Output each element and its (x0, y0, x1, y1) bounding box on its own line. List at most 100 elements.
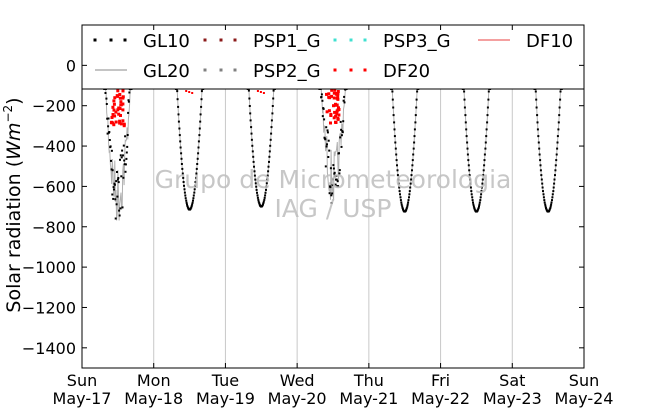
gl10-point (197, 152, 200, 155)
gl10-point (324, 165, 327, 168)
gl10-point (541, 182, 544, 185)
gl10-point (268, 160, 270, 163)
gl10-point (255, 185, 258, 188)
gl10-point (113, 183, 116, 186)
gl10-point (265, 188, 267, 191)
gl10-point (122, 176, 125, 179)
gl10-point (251, 144, 254, 147)
gl10-point (250, 132, 253, 135)
gl10-point (396, 174, 399, 177)
gl10-point (482, 174, 485, 177)
gl10-point (106, 132, 109, 135)
legend-item-psp3-g: PSP3_G (333, 31, 451, 52)
legend-label: GL20 (143, 61, 190, 82)
gl10-point (539, 169, 542, 172)
gl10-point (335, 174, 338, 177)
gl10-point (192, 197, 195, 200)
gl10-point (198, 134, 201, 137)
df20-point (337, 106, 340, 110)
gl10-point (197, 146, 200, 149)
gl10-point (269, 144, 272, 147)
gl10-point (393, 121, 396, 124)
gl10-point (394, 141, 397, 144)
df20-point (112, 108, 116, 112)
y-axis: 0 −200 −400 −600 −800 −1000 −1200 −1400 (22, 56, 584, 358)
gl10-point (559, 90, 562, 93)
gl10-point (114, 217, 117, 220)
x-tick-label-date-1: May-18 (124, 389, 183, 408)
gl10-point (332, 178, 334, 181)
df20-point (330, 88, 334, 92)
df20-point (335, 91, 339, 95)
gl10-point (414, 114, 417, 117)
legend-item-df10: DF10 (478, 31, 573, 52)
gl10-point (256, 196, 259, 199)
gl10-point (556, 147, 559, 150)
gl10-point (550, 201, 553, 204)
gl10-point (339, 120, 342, 123)
gl10-point (183, 191, 186, 194)
gl10-point (487, 90, 490, 93)
gl10-point (391, 98, 394, 101)
gl10-point (479, 196, 482, 199)
gl10-point (401, 205, 404, 208)
gl10-point (195, 176, 197, 179)
data-series (103, 88, 563, 221)
gl10-point (411, 159, 414, 162)
y-axis-label-prefix: Solar radiation ( (3, 160, 25, 313)
gl10-point (122, 144, 125, 147)
x-tick-label-date-4: May-21 (339, 389, 398, 408)
gl10-point (415, 106, 418, 109)
gl10-point (409, 182, 412, 185)
df20-point (327, 92, 331, 96)
df20-point (329, 114, 333, 117)
gl10-point (478, 203, 481, 206)
day-series-May-20 (318, 88, 348, 204)
gl10-point (183, 188, 186, 191)
gl10-point (408, 196, 410, 199)
legend-label: GL10 (143, 31, 190, 52)
gl10-point (192, 194, 195, 197)
df20-point (114, 120, 118, 124)
gl10-point (396, 169, 399, 172)
gl10-point (480, 193, 483, 196)
gl10-point (406, 203, 409, 206)
gl10-point (468, 169, 471, 172)
gl10-point (121, 149, 124, 152)
gl10-point (197, 140, 200, 143)
gl10-point (256, 191, 258, 194)
gl10-point (397, 178, 400, 181)
gl10-point (551, 193, 554, 196)
gl10-point (481, 186, 483, 189)
gl10-point (178, 127, 181, 130)
gl10-point (391, 90, 394, 93)
gl10-point (549, 205, 552, 208)
gl10-point (195, 167, 198, 170)
gl10-point (125, 151, 128, 154)
gl10-point (178, 134, 181, 137)
gl10-point (116, 178, 119, 181)
gl10-point (400, 201, 403, 204)
df20-point (185, 90, 188, 92)
gl10-point (484, 141, 487, 144)
gl10-point (331, 192, 334, 195)
gl10-point (185, 199, 188, 202)
df20-point (118, 119, 122, 123)
gl10-point (467, 164, 470, 167)
gl10-point (542, 193, 545, 196)
gl10-point (264, 194, 267, 197)
gl10-point (324, 138, 327, 141)
gl10-point (186, 205, 189, 208)
gl10-point (247, 89, 250, 92)
gl10-point (252, 160, 255, 163)
gl10-point (483, 153, 486, 156)
df20-point (333, 88, 337, 92)
gl10-point (272, 97, 275, 100)
gl10-point (255, 188, 258, 191)
legend-label: PSP2_G (253, 61, 321, 82)
x-tick-label-day-5: Fri (431, 371, 450, 390)
gl10-point (116, 195, 119, 198)
x-axis: SunMay-17MonMay-18TueMay-19WedMay-20ThuM… (53, 25, 613, 408)
legend-item-psp2-g: PSP2_G (203, 61, 321, 82)
gl10-point (548, 208, 551, 211)
